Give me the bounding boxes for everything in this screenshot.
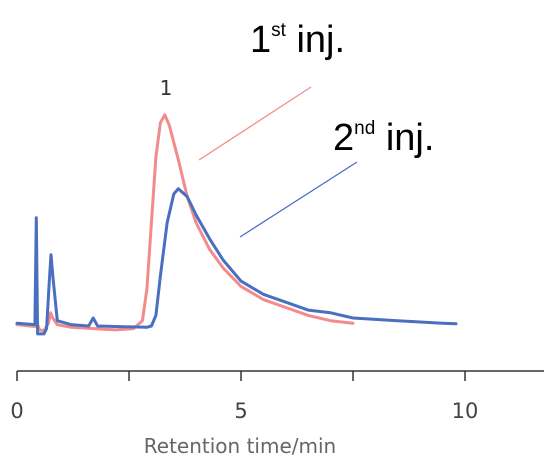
x-tick-label: 5 (234, 399, 247, 423)
annotation-second-number: 2 (333, 117, 354, 159)
x-axis-ticks: 0 5 10 (10, 371, 478, 423)
annotation-first-superscript: st (271, 20, 287, 41)
annotation-second-text: inj. (375, 117, 434, 159)
callout-line-second-injection (239, 161, 358, 238)
annotation-second-superscript: nd (354, 118, 375, 139)
peak-label: 1 (160, 76, 173, 100)
x-tick-label: 0 (10, 399, 23, 423)
annotation-first-text: inj. (286, 19, 345, 61)
series-line-1 (15, 113, 355, 333)
x-axis-title: Retention time/min (144, 434, 336, 458)
annotation-first-number: 1 (250, 19, 271, 61)
series-line-2 (15, 187, 458, 336)
series-group (15, 113, 458, 336)
callout-line-first-injection (198, 86, 312, 161)
annotation-second-injection: 2nd inj. (333, 117, 434, 159)
annotation-first-injection: 1st inj. (250, 19, 345, 61)
x-tick-label: 10 (452, 399, 479, 423)
